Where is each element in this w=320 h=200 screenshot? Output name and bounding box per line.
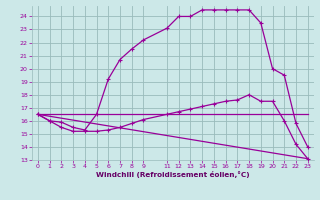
X-axis label: Windchill (Refroidissement éolien,°C): Windchill (Refroidissement éolien,°C) [96, 171, 250, 178]
